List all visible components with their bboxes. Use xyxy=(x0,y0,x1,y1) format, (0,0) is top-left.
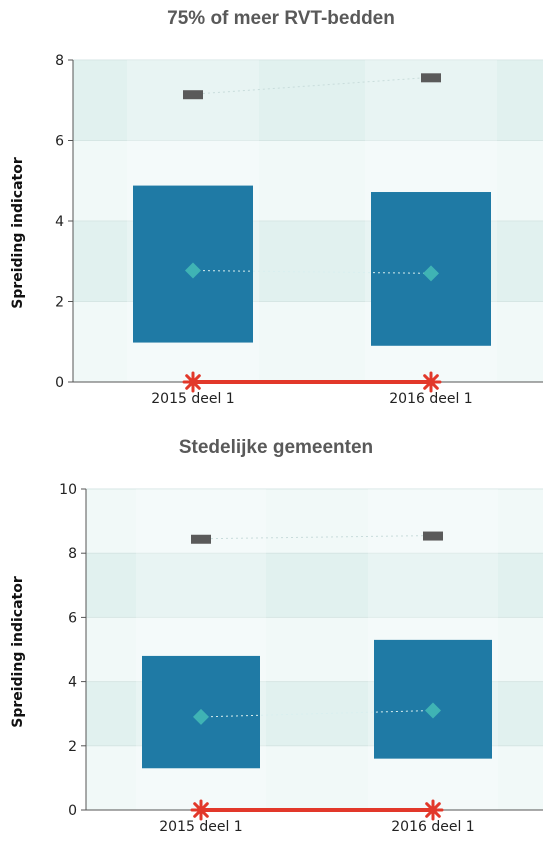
min-marker xyxy=(182,371,204,393)
y-axis-label: Spreiding indicator xyxy=(10,157,26,309)
y-tick-label: 10 xyxy=(59,482,77,498)
y-tick-label: 6 xyxy=(55,134,64,150)
y-tick-label: 6 xyxy=(68,610,77,626)
median-marker xyxy=(193,708,209,725)
median-connector-line xyxy=(200,709,434,718)
min-marker-stroke xyxy=(425,802,441,818)
y-tick-label: 8 xyxy=(68,546,77,562)
y-tick-label: 4 xyxy=(68,675,77,691)
y-tick-label: 0 xyxy=(68,803,77,819)
y-axis-label: Spreiding indicator xyxy=(10,576,26,728)
chart-stedelijke-gemeenten: Stedelijke gemeenten 0 2 4 6 8 10 2015 deel 1 2… xyxy=(10,437,543,835)
min-marker xyxy=(422,799,444,821)
background-band xyxy=(73,60,543,141)
background-band xyxy=(86,553,543,618)
median-marker xyxy=(423,265,439,282)
chart-title: Stedelijke gemeenten xyxy=(179,437,373,458)
max-marker xyxy=(421,73,441,83)
y-tick-label: 2 xyxy=(68,739,77,755)
x-tick-label: 2015 deel 1 xyxy=(159,819,242,835)
y-tick-label: 0 xyxy=(55,375,64,391)
background-band xyxy=(86,489,543,554)
plot-area: 0 2 4 6 8 10 2015 deel 1 2016 deel 1 xyxy=(59,482,543,835)
box-q1-q3 xyxy=(374,639,492,759)
plot-area: 0 2 4 6 8 2015 deel 1 2016 deel 1 xyxy=(55,53,543,407)
max-marker xyxy=(183,90,203,100)
y-tick-label: 8 xyxy=(55,53,64,69)
max-marker xyxy=(191,534,211,544)
x-tick-label: 2015 deel 1 xyxy=(151,391,234,407)
min-marker-stroke xyxy=(193,802,209,818)
max-connector-line xyxy=(200,535,434,540)
min-marker xyxy=(190,799,212,821)
chart-title: 75% of meer RVT-bedden xyxy=(167,8,395,29)
x-tick-label: 2016 deel 1 xyxy=(389,391,472,407)
median-marker xyxy=(185,262,201,279)
min-marker-stroke xyxy=(423,374,439,390)
min-marker xyxy=(420,371,442,393)
max-marker xyxy=(423,531,443,541)
min-marker-stroke xyxy=(185,374,201,390)
y-tick-label: 4 xyxy=(55,214,64,230)
median-marker xyxy=(425,702,441,719)
y-tick-label: 2 xyxy=(55,295,64,311)
x-tick-label: 2016 deel 1 xyxy=(391,819,474,835)
chart-rvt-bedden: 75% of meer RVT-bedden 0 2 4 6 8 2015 deel 1 2… xyxy=(10,8,543,407)
